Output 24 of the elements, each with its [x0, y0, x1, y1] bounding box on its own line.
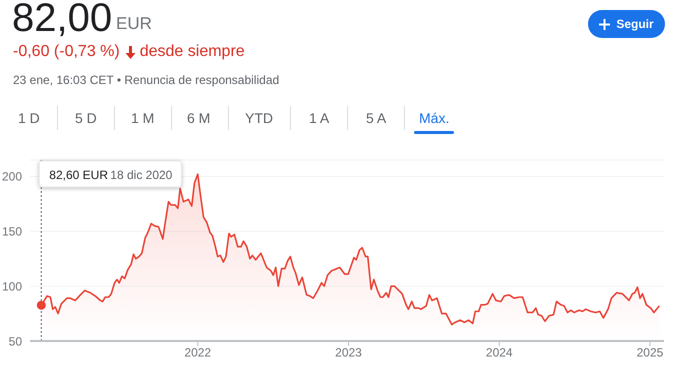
text: EUR — [116, 14, 152, 34]
x-tick-label: 2025 — [636, 346, 664, 360]
text: 5 A — [366, 110, 386, 126]
text: Máx. — [419, 110, 450, 126]
x-tick-label: 2024 — [486, 346, 513, 360]
chart-title: 82,00 — [12, 0, 112, 41]
annotation: 18 dic 2020 — [110, 168, 173, 182]
text: 1 A — [309, 110, 330, 126]
y-tick-label: 100 — [2, 279, 22, 294]
x-tick-label: 2022 — [184, 346, 212, 360]
text: -0,60 (-0,73 %) — [13, 43, 120, 61]
text: 1 M — [131, 110, 154, 126]
annotation: 82,60 EUR — [49, 168, 108, 182]
y-tick-label: 200 — [2, 170, 22, 184]
x-tick-label: 2023 — [335, 346, 362, 360]
text: 6 M — [187, 110, 210, 126]
text: desde siempre — [140, 43, 245, 61]
text: 1 D — [18, 110, 40, 126]
y-tick-label: 150 — [2, 224, 22, 239]
y-tick-label: 50 — [8, 334, 22, 348]
text: YTD — [245, 110, 273, 126]
text: Seguir — [616, 17, 654, 31]
text: 5 D — [75, 110, 97, 126]
text: 23 ene, 16:03 CET • Renuncia de responsabilidad — [13, 73, 280, 87]
